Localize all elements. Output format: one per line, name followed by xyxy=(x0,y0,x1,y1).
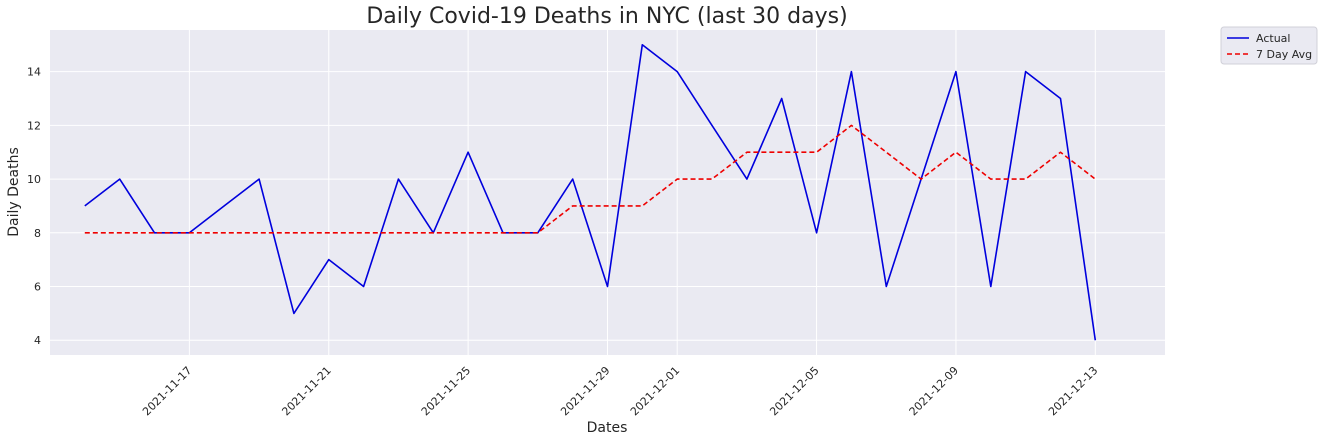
y-tick-label: 10 xyxy=(27,173,41,186)
chart-title: Daily Covid-19 Deaths in NYC (last 30 da… xyxy=(366,4,847,29)
legend-label-7-day-avg: 7 Day Avg xyxy=(1256,48,1312,61)
legend: Actual 7 Day Avg xyxy=(1220,26,1318,65)
x-tick-label: 2021-12-09 xyxy=(907,364,961,418)
series-line-actual xyxy=(84,43,1097,341)
x-tick-label: 2021-11-17 xyxy=(140,364,194,418)
x-tick-label: 2021-12-13 xyxy=(1046,364,1100,418)
x-tick-label: 2021-11-25 xyxy=(419,364,473,418)
x-tick-label: 2021-12-01 xyxy=(628,364,682,418)
x-tick-label: 2021-12-05 xyxy=(767,364,821,418)
y-tick-label: 14 xyxy=(27,66,41,79)
x-axis-label: Dates xyxy=(587,420,628,436)
y-axis-label: Daily Deaths xyxy=(6,147,22,237)
y-tick-label: 8 xyxy=(34,227,41,240)
y-tick-label: 6 xyxy=(34,281,41,294)
x-tick-label: 2021-11-29 xyxy=(558,364,612,418)
x-tick-label: 2021-11-21 xyxy=(279,364,333,418)
legend-label-actual: Actual xyxy=(1256,32,1290,45)
series-layer xyxy=(84,43,1097,341)
y-tick-label: 4 xyxy=(34,334,41,347)
y-tick-label: 12 xyxy=(27,119,41,132)
series-line-7-day-avg xyxy=(84,124,1096,234)
